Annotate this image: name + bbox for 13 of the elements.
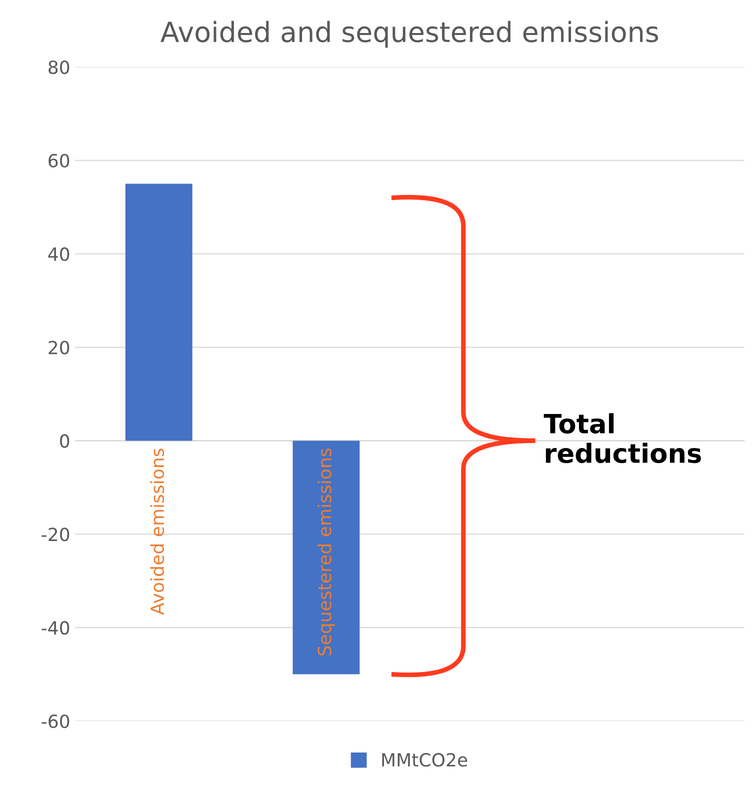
y-tick-label: 20 (48, 340, 70, 354)
legend-label: MMtCO2e (382, 753, 468, 767)
y-tick-label: -40 (42, 621, 70, 635)
annotation: Total reductions (544, 413, 701, 464)
y-tick-label: 40 (48, 247, 70, 261)
y-tick-label: 80 (48, 60, 70, 74)
x-tick-label: Avoided emissions (150, 448, 164, 615)
y-tick-label: -60 (42, 714, 70, 728)
y-tick-label: 60 (48, 154, 70, 168)
x-tick-label: Sequestered emissions (317, 448, 335, 656)
y-tick-label: 0 (60, 434, 70, 448)
y-tick-label: -20 (42, 528, 70, 542)
chart-title: Avoided and sequestered emissions (160, 20, 658, 48)
